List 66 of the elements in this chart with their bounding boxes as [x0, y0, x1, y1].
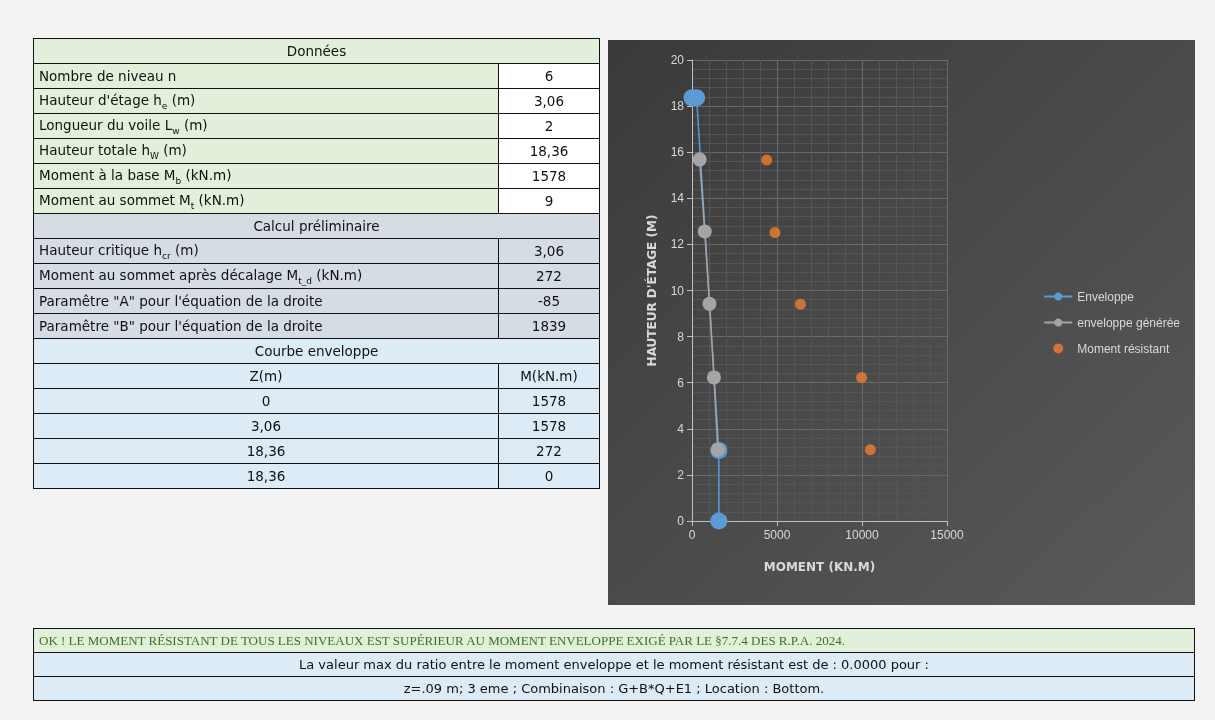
point [761, 154, 773, 166]
y-tick-label: 20 [670, 53, 685, 67]
point [864, 444, 876, 456]
x-tick-label: 15000 [930, 528, 965, 542]
x-tick-label: 10000 [845, 528, 880, 542]
x-axis-title: MOMENT (KN.M) [763, 560, 876, 574]
text: 1839 [498, 313, 600, 339]
text: 3,06 [498, 88, 600, 114]
text: Hauteur critique h$_{cr}$ (m) [33, 238, 499, 264]
text: Calcul préliminaire [33, 213, 600, 239]
text: 272 [498, 438, 600, 464]
text: 1578 [498, 388, 600, 414]
text: 0 [33, 388, 499, 414]
point [697, 224, 712, 239]
y-tick-label: 18 [670, 99, 685, 114]
text: 1578 [498, 413, 600, 439]
text: 18,36 [33, 438, 499, 464]
text: M(kN.m) [498, 363, 600, 389]
y-tick-label: 2 [677, 467, 685, 482]
point [706, 370, 721, 385]
x-tick-label: 0 [688, 528, 696, 542]
text: Moment au sommet après décalage M$_{t_d}$ (kN.m) [33, 263, 499, 289]
point [710, 512, 728, 530]
text: Courbe enveloppe [33, 338, 600, 364]
text: Moment à la base M$_{b}$ (kN.m) [33, 163, 499, 189]
text: 0 [498, 463, 600, 489]
point [769, 226, 781, 238]
text: Moment au sommet M$_{t}$ (kN.m) [33, 188, 499, 214]
y-tick-label: 10 [670, 283, 685, 298]
point [692, 152, 707, 167]
text: 1578 [498, 163, 600, 189]
legend-label: enveloppe générée [1077, 315, 1181, 330]
text: Z(m) [33, 363, 499, 389]
text: z=.09 m; 3 eme ; Combinaison : G+B*Q+E1 ; Location : Bottom. [33, 676, 1195, 701]
y-axis-title: HAUTEUR D'ÉTAGE (M) [644, 214, 659, 367]
text: -85 [498, 288, 600, 314]
text: 6 [498, 63, 600, 89]
y-tick-label: 16 [670, 145, 685, 160]
point [856, 371, 868, 383]
text: 9 [498, 188, 600, 214]
text: Données [33, 38, 600, 64]
point [794, 298, 806, 310]
y-tick-label: 4 [677, 421, 685, 436]
text: OK ! LE MOMENT RÉSISTANT DE TOUS LES NIVEAUX EST SUPÉRIEUR AU MOMENT ENVELOPPE EXIGÉ PAR LE §7.7.4 DES R.P.A. 2024. [33, 628, 1195, 653]
y-tick-label: 14 [670, 191, 685, 206]
y-tick-label: 6 [677, 375, 685, 390]
y-tick-label: 0 [677, 514, 685, 528]
text: Hauteur d'étage h$_{e}$ (m) [33, 88, 499, 114]
text: 2 [498, 113, 600, 139]
text: Paramêtre "A" pour l'équation de la droite [33, 288, 499, 314]
y-tick-label: 12 [670, 237, 685, 252]
point [702, 296, 717, 311]
text: La valeur max du ratio entre le moment enveloppe et le moment résistant est de : 0.0000 pour : [33, 652, 1195, 677]
text: 3,06 [33, 413, 499, 439]
x-tick-label: 5000 [763, 528, 791, 542]
legend-label: Enveloppe [1077, 289, 1135, 304]
text: Hauteur totale h$_{W}$ (m) [33, 138, 499, 164]
text: 3,06 [498, 238, 600, 264]
text: 18,36 [33, 463, 499, 489]
text: Longueur du voile L$_{w}$ (m) [33, 113, 499, 139]
text: 272 [498, 263, 600, 289]
legend-label: Moment résistant [1077, 341, 1170, 356]
text: Paramêtre "B" pour l'équation de la droite [33, 313, 499, 339]
text: Nombre de niveau n [33, 63, 499, 89]
text: 18,36 [498, 138, 600, 164]
y-tick-label: 8 [677, 329, 685, 344]
